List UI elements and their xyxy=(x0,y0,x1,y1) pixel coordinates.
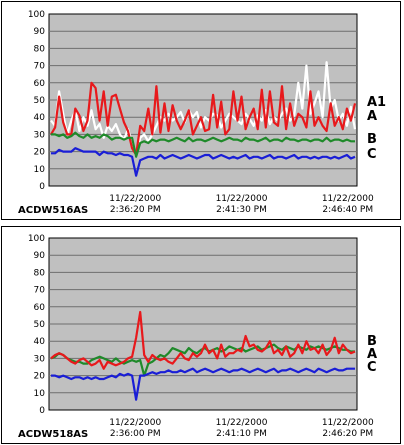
series-line-b xyxy=(51,131,355,158)
x-tick-label-time: 2:41:10 PM xyxy=(216,429,267,439)
y-tick-label: 50 xyxy=(34,96,46,106)
y-tick-label: 90 xyxy=(34,27,46,37)
series-line-c xyxy=(51,147,356,177)
x-tick-label-date: 11/22/2000 xyxy=(109,194,161,204)
y-tick-label: 0 xyxy=(39,182,45,192)
y-tick-label: 60 xyxy=(34,79,46,89)
y-tick-label: 10 xyxy=(34,165,46,175)
y-tick-label: 10 xyxy=(34,389,46,399)
y-tick-label: 70 xyxy=(34,62,46,72)
x-tick-label-time: 2:36:20 PM xyxy=(110,205,161,215)
chart-title: ACDW516AS xyxy=(18,205,88,216)
y-tick-label: 20 xyxy=(34,148,46,158)
chart-acdw516as: 010203040506070809010011/22/20002:36:20 … xyxy=(18,10,386,216)
y-tick-label: 30 xyxy=(34,354,46,364)
x-tick-label-time: 2:46:20 PM xyxy=(322,429,373,439)
x-tick-label-date: 11/22/2000 xyxy=(216,194,268,204)
series-label-b: B xyxy=(367,334,377,349)
series-label-a1: A1 xyxy=(367,95,386,110)
series-label-a: A xyxy=(367,347,377,362)
series-label-b: B xyxy=(367,132,377,147)
x-tick-label-date: 11/22/2000 xyxy=(109,418,161,428)
y-tick-label: 50 xyxy=(34,320,46,330)
x-tick-label-date: 11/22/2000 xyxy=(216,418,268,428)
x-tick-label-date: 11/22/2000 xyxy=(322,194,374,204)
x-tick-label-time: 2:41:30 PM xyxy=(216,205,267,215)
series-label-a: A xyxy=(367,109,377,124)
series-label-c: C xyxy=(367,360,377,375)
y-tick-label: 100 xyxy=(28,10,45,20)
y-tick-label: 20 xyxy=(34,372,46,382)
chart-title: ACDW518AS xyxy=(18,429,88,440)
x-tick-label-time: 2:36:00 PM xyxy=(110,429,161,439)
y-tick-label: 0 xyxy=(39,406,45,416)
series-line-a xyxy=(50,310,356,370)
series-label-c: C xyxy=(367,147,377,162)
chart-acdw518as: 010203040506070809010011/22/20002:36:00 … xyxy=(18,234,377,440)
y-tick-label: 40 xyxy=(34,337,46,347)
chart-panel-acdw516as: 0 10 20 30 40 50 60 70 80 90 100 11/22/2000 2:36:20 … xyxy=(1,1,401,220)
series-line-a xyxy=(50,81,357,157)
y-tick-label: 80 xyxy=(34,44,46,54)
y-tick-label: 70 xyxy=(34,286,46,296)
y-tick-label: 60 xyxy=(34,303,46,313)
y-tick-label: 90 xyxy=(34,251,46,261)
y-tick-label: 30 xyxy=(34,130,46,140)
y-tick-label: 40 xyxy=(34,113,46,123)
x-tick-label-time: 2:46:40 PM xyxy=(322,205,373,215)
series-line-c xyxy=(51,367,355,401)
y-tick-label: 100 xyxy=(28,234,45,244)
y-tick-label: 80 xyxy=(34,268,46,278)
x-tick-label-date: 11/22/2000 xyxy=(322,418,374,428)
chart-panel-acdw518as: 0 10 20 30 40 50 60 70 80 90 100 11/22/2000 2:36:00 … xyxy=(1,226,401,444)
